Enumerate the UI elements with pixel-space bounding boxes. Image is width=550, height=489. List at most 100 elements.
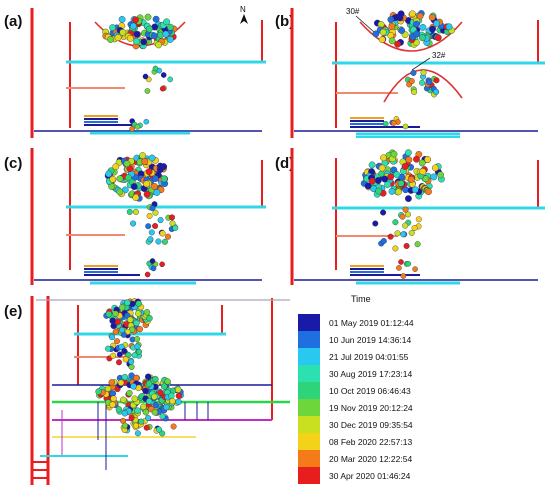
event-point xyxy=(146,315,153,322)
event-point xyxy=(378,164,386,172)
event-point xyxy=(142,387,149,395)
event-point xyxy=(121,348,128,355)
event-point xyxy=(403,242,410,249)
event-point xyxy=(134,310,142,317)
event-point xyxy=(159,413,166,420)
event-point xyxy=(372,220,379,227)
event-point xyxy=(121,373,129,381)
event-cluster xyxy=(360,149,445,279)
legend-entries: 01 May 2019 01:12:44 10 Jun 2019 14:36:14… xyxy=(298,314,414,484)
event-point xyxy=(160,383,168,390)
event-point xyxy=(405,156,413,164)
event-point xyxy=(381,175,389,183)
legend-label: 10 Oct 2019 06:46:43 xyxy=(329,386,411,396)
event-point xyxy=(380,237,387,244)
event-point xyxy=(105,170,113,178)
event-point xyxy=(119,29,127,36)
event-point xyxy=(408,10,416,18)
event-point xyxy=(95,388,102,395)
event-point xyxy=(401,163,409,170)
legend-label: 10 Jun 2019 14:36:14 xyxy=(329,335,412,345)
event-point xyxy=(394,188,402,196)
event-point xyxy=(388,187,396,195)
event-point xyxy=(429,25,436,33)
event-point xyxy=(174,386,182,393)
event-point xyxy=(394,40,401,48)
event-point xyxy=(133,319,140,327)
leader-line xyxy=(411,57,431,71)
event-cluster xyxy=(95,298,184,437)
event-point xyxy=(134,407,141,414)
legend-swatch xyxy=(298,433,320,450)
event-point xyxy=(110,352,117,359)
event-point xyxy=(387,16,395,23)
event-point xyxy=(138,418,145,425)
event-point xyxy=(398,259,404,265)
event-point xyxy=(109,317,116,324)
event-point xyxy=(104,385,112,392)
legend-swatch xyxy=(298,365,320,382)
event-point xyxy=(407,176,415,183)
event-point xyxy=(129,22,137,30)
event-point xyxy=(397,179,405,187)
legend-swatch xyxy=(298,399,320,416)
event-point xyxy=(425,188,432,196)
event-point xyxy=(143,424,150,431)
event-point xyxy=(152,222,159,229)
event-point xyxy=(116,175,124,183)
event-point xyxy=(147,236,154,243)
event-point xyxy=(124,174,132,182)
event-point xyxy=(155,238,162,245)
event-point xyxy=(109,334,116,341)
event-point xyxy=(169,220,176,227)
event-point xyxy=(157,389,164,396)
event-point xyxy=(404,149,412,157)
event-point xyxy=(143,118,150,125)
event-point xyxy=(123,160,131,168)
event-point xyxy=(150,32,158,40)
legend-label: 30 Aug 2019 17:23:14 xyxy=(329,369,412,379)
event-point xyxy=(112,310,119,317)
north-arrow-icon: N xyxy=(240,5,248,24)
event-point xyxy=(144,271,151,278)
roadway-bundle xyxy=(61,402,209,470)
event-point xyxy=(400,231,407,238)
event-point xyxy=(148,229,155,236)
legend-label: 21 Jul 2019 04:01:55 xyxy=(329,352,409,362)
event-point xyxy=(400,273,407,279)
event-point xyxy=(126,35,134,42)
event-point xyxy=(415,216,422,223)
event-point xyxy=(152,402,160,409)
event-point xyxy=(141,158,149,165)
event-point xyxy=(169,397,176,405)
panel-e-label: (e) xyxy=(4,303,22,320)
event-point xyxy=(402,206,409,213)
event-point xyxy=(118,304,126,311)
event-point xyxy=(135,348,142,355)
event-point xyxy=(426,79,433,86)
event-point xyxy=(143,309,151,316)
event-point xyxy=(129,126,135,132)
event-point xyxy=(152,15,160,23)
event-point xyxy=(128,364,135,371)
roadway-bundle xyxy=(350,117,460,138)
label-32: 32# xyxy=(432,51,446,60)
event-point xyxy=(410,69,417,76)
event-point xyxy=(164,378,171,385)
event-point xyxy=(168,392,175,399)
event-point xyxy=(393,171,401,179)
event-point xyxy=(172,224,179,231)
event-cluster xyxy=(372,10,455,130)
panel-b: (b) 30# 32# xyxy=(275,7,545,138)
event-point xyxy=(155,41,163,49)
event-point xyxy=(132,422,139,429)
goaf-boundary xyxy=(383,69,463,103)
event-point xyxy=(405,260,412,267)
event-cluster xyxy=(102,13,178,132)
event-point xyxy=(133,38,140,45)
event-point xyxy=(134,124,141,130)
event-point xyxy=(399,213,406,220)
event-point xyxy=(116,351,123,358)
event-point xyxy=(387,233,394,240)
legend-label: 01 May 2019 01:12:44 xyxy=(329,318,414,328)
